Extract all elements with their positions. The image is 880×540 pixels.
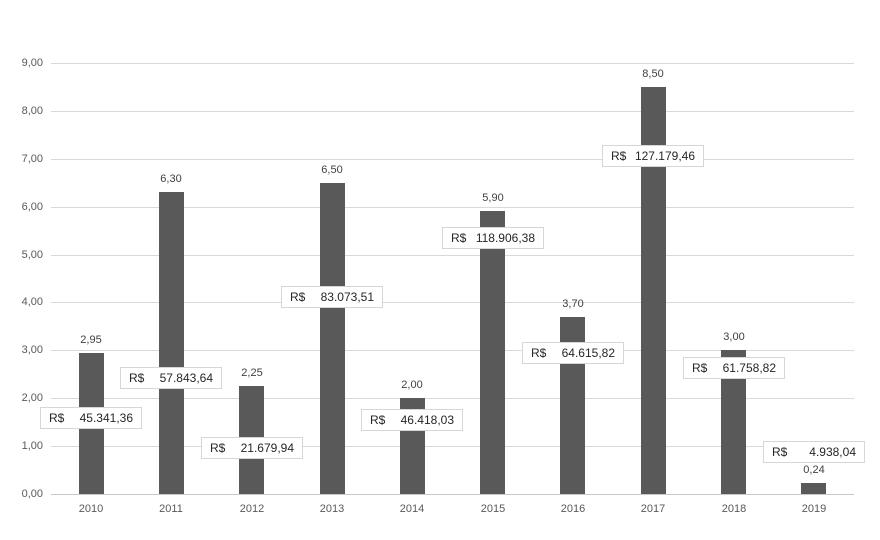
currency-prefix: R$ — [451, 231, 467, 245]
x-axis-category-label: 2017 — [640, 503, 666, 515]
gridline — [51, 63, 854, 64]
currency-amount: 83.073,51 — [320, 290, 374, 304]
x-axis-line — [51, 494, 854, 495]
bar-value-label: 5,90 — [482, 192, 504, 204]
x-axis-category-label: 2011 — [159, 503, 183, 515]
y-axis-tick-label: 2,00 — [21, 392, 43, 404]
currency-amount: 61.758,82 — [722, 361, 776, 375]
currency-amount: 4.938,04 — [809, 445, 856, 459]
y-axis-tick-label: 1,00 — [21, 440, 43, 452]
currency-prefix: R$ — [129, 371, 145, 385]
currency-prefix: R$ — [692, 361, 708, 375]
x-axis-category-label: 2013 — [319, 503, 345, 515]
x-axis-category-label: 2010 — [78, 503, 104, 515]
x-axis-category-label: 2015 — [480, 503, 506, 515]
currency-amount: 118.906,38 — [475, 231, 535, 245]
x-axis-category-label: 2019 — [801, 503, 827, 515]
currency-label-box: R$ 57.843,64 — [120, 367, 222, 389]
y-axis-tick-label: 5,00 — [21, 249, 43, 261]
bar-value-label: 6,50 — [321, 164, 343, 176]
bar-value-label: 2,00 — [401, 379, 423, 391]
bar — [480, 211, 505, 494]
currency-prefix: R$ — [49, 411, 65, 425]
bar — [159, 192, 184, 494]
gridline — [51, 350, 854, 351]
bar-value-label: 3,70 — [562, 298, 584, 310]
gridline — [51, 398, 854, 399]
gridline — [51, 255, 854, 256]
currency-label-box: R$ 127.179,46 — [602, 145, 704, 167]
gridline — [51, 446, 854, 447]
y-axis-tick-label: 8,00 — [21, 105, 43, 117]
bar-value-label: 6,30 — [160, 173, 182, 185]
y-axis-tick-label: 6,00 — [21, 201, 43, 213]
y-axis-tick-label: 7,00 — [21, 153, 43, 165]
currency-label-box: R$ 46.418,03 — [361, 409, 463, 431]
currency-label-box: R$ 83.073,51 — [281, 286, 383, 308]
x-axis-category-label: 2018 — [721, 503, 747, 515]
y-axis-tick-label: 4,00 — [21, 296, 43, 308]
currency-amount: 21.679,94 — [240, 441, 294, 455]
currency-amount: 45.341,36 — [79, 411, 133, 425]
currency-prefix: R$ — [611, 149, 627, 163]
bar-value-label: 2,25 — [241, 367, 263, 379]
x-axis-category-label: 2014 — [399, 503, 425, 515]
gridline — [51, 159, 854, 160]
gridline — [51, 111, 854, 112]
currency-label-box: R$ 118.906,38 — [442, 227, 544, 249]
currency-prefix: R$ — [370, 413, 386, 427]
currency-prefix: R$ — [531, 346, 547, 360]
currency-amount: 127.179,46 — [634, 149, 695, 163]
currency-label-box: R$ 45.341,36 — [40, 407, 142, 429]
currency-amount: 64.615,82 — [561, 346, 615, 360]
bar — [801, 483, 826, 494]
gridline — [51, 302, 854, 303]
bar-value-label: 0,24 — [803, 464, 825, 476]
bar — [320, 183, 345, 494]
y-axis-tick-label: 9,00 — [21, 57, 43, 69]
currency-amount: 46.418,03 — [400, 413, 454, 427]
currency-prefix: R$ — [772, 445, 788, 459]
bar-value-label: 3,00 — [723, 331, 745, 343]
currency-label-box: R$ 4.938,04 — [763, 441, 865, 463]
currency-label-box: R$ 21.679,94 — [201, 437, 303, 459]
x-axis-category-label: 2016 — [560, 503, 586, 515]
gridline — [51, 207, 854, 208]
currency-prefix: R$ — [290, 290, 306, 304]
y-axis-tick-label: 0,00 — [21, 488, 43, 500]
bar-value-label: 8,50 — [642, 68, 664, 80]
currency-label-box: R$ 61.758,82 — [683, 357, 785, 379]
currency-amount: 57.843,64 — [159, 371, 213, 385]
x-axis-category-label: 2012 — [239, 503, 265, 515]
y-axis-tick-label: 3,00 — [21, 344, 43, 356]
currency-prefix: R$ — [210, 441, 226, 455]
currency-label-box: R$ 64.615,82 — [522, 342, 624, 364]
bar-value-label: 2,95 — [80, 334, 102, 346]
